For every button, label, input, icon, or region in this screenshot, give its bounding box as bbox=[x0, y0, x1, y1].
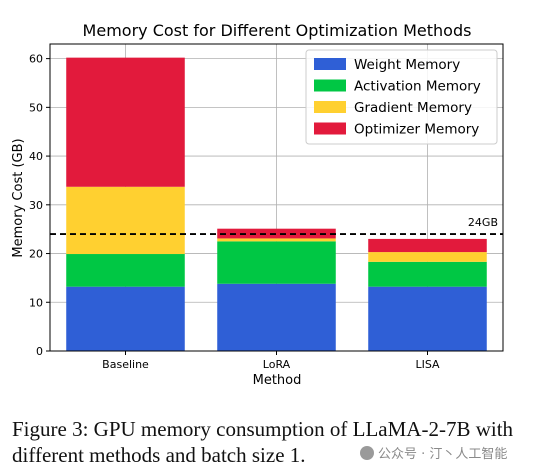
bar-lora-activation-memory bbox=[217, 241, 336, 284]
bar-baseline-weight-memory bbox=[66, 286, 185, 351]
memory-cost-chart: 24GB 0 10 20 30 40 50 60 Baseline LoRA LISA Memo… bbox=[11, 21, 504, 388]
figure-caption: Figure 3: GPU memory consumption of LLaM… bbox=[12, 416, 532, 468]
x-tick-label-baseline: Baseline bbox=[102, 358, 149, 371]
watermark-text: 公众号 · 汀丶人工智能 bbox=[378, 447, 508, 462]
bar-baseline-gradient-memory bbox=[66, 186, 185, 255]
bar-baseline-activation-memory bbox=[66, 254, 185, 287]
legend-label-optimizer-memory: Optimizer Memory bbox=[354, 122, 479, 138]
x-tick-label-lisa: LISA bbox=[415, 358, 440, 371]
caption-line-1: Figure 3: GPU memory consumption of LLaM… bbox=[12, 417, 471, 441]
y-tick-label: 10 bbox=[29, 296, 43, 309]
legend-swatch-optimizer-memory bbox=[314, 122, 346, 135]
bar-lora-gradient-memory bbox=[217, 238, 336, 242]
bar-baseline-optimizer-memory bbox=[66, 57, 185, 187]
legend-label-gradient-memory: Gradient Memory bbox=[354, 100, 472, 116]
x-axis-label: Method bbox=[253, 373, 302, 388]
x-axis: Baseline LoRA LISA bbox=[102, 351, 440, 371]
legend-label-weight-memory: Weight Memory bbox=[354, 57, 460, 73]
legend-label-activation-memory: Activation Memory bbox=[354, 79, 481, 95]
legend-box bbox=[305, 49, 498, 145]
reference-line-label: 24GB bbox=[468, 216, 498, 229]
x-tick-label-lora: LoRA bbox=[263, 358, 291, 371]
legend-swatch-activation-memory bbox=[314, 79, 346, 92]
y-tick-label: 60 bbox=[29, 53, 43, 66]
watermark: 公众号 · 汀丶人工智能 bbox=[360, 443, 507, 462]
reference-line-group: 24GB bbox=[50, 216, 503, 235]
bar-lisa-activation-memory bbox=[368, 261, 487, 287]
y-axis-label: Memory Cost (GB) bbox=[11, 138, 26, 257]
stacked-bars bbox=[66, 57, 487, 351]
chart-title: Memory Cost for Different Optimization M… bbox=[83, 21, 472, 40]
bar-lora-optimizer-memory bbox=[217, 228, 336, 239]
y-tick-label: 50 bbox=[29, 101, 43, 114]
y-tick-label: 30 bbox=[29, 199, 43, 212]
wechat-icon bbox=[360, 446, 374, 460]
bar-lisa-weight-memory bbox=[368, 286, 487, 351]
legend-swatch-gradient-memory bbox=[314, 101, 346, 113]
bar-lora-weight-memory bbox=[217, 283, 336, 351]
y-axis: 0 10 20 30 40 50 60 bbox=[29, 53, 50, 358]
y-tick-label: 20 bbox=[29, 248, 43, 261]
legend-swatch-weight-memory bbox=[314, 58, 346, 70]
legend: Weight Memory Activation Memory Gradient M… bbox=[305, 49, 498, 145]
y-tick-label: 40 bbox=[29, 150, 43, 163]
y-tick-label: 0 bbox=[36, 345, 43, 358]
caption-line-2: with different methods and batch size 1. bbox=[12, 417, 514, 467]
bar-lisa-optimizer-memory bbox=[368, 238, 487, 253]
bar-lisa-gradient-memory bbox=[368, 252, 487, 262]
